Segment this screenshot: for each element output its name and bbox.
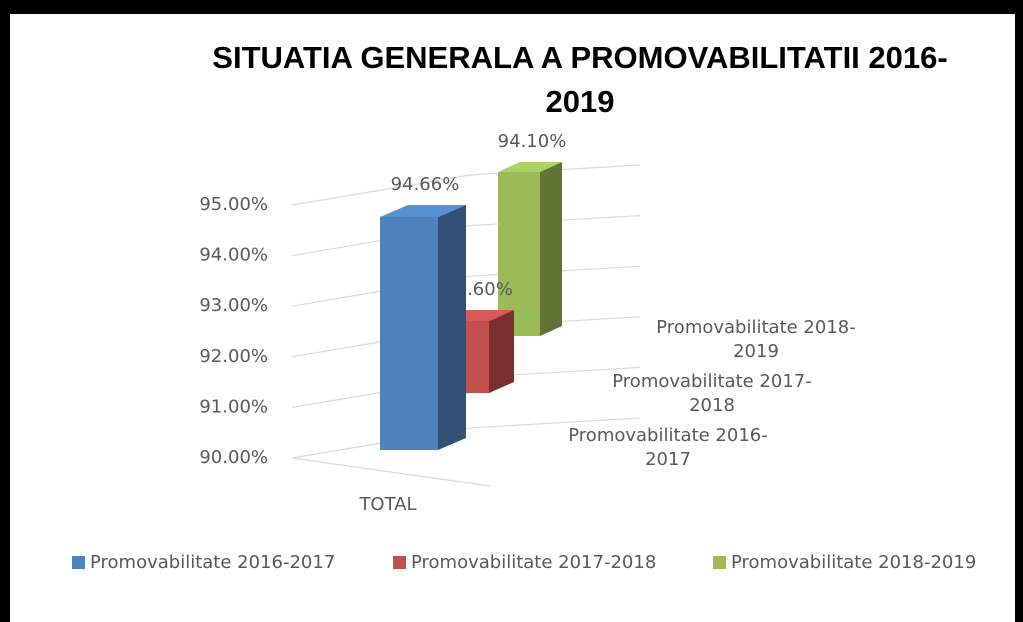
grid-line [291, 164, 641, 206]
grid-line [291, 417, 641, 459]
y-tick-label: 95.00% [199, 194, 268, 215]
data-label: 94.66% [391, 174, 460, 195]
y-tick-label: 92.00% [199, 346, 268, 367]
chart-title: SITUATIA GENERALA A PROMOVABILITATII 201… [212, 40, 948, 119]
bar-side [489, 310, 514, 393]
grid-line [291, 265, 641, 307]
bar [498, 172, 540, 336]
legend-swatch [393, 556, 406, 569]
bar [380, 217, 438, 450]
x-tick-label: TOTAL [358, 494, 416, 515]
legend-label: Promovabilitate 2016-2017 [90, 552, 335, 573]
floor-edge [291, 457, 491, 487]
bar-side [438, 205, 466, 450]
legend-label: Promovabilitate 2017-2018 [411, 552, 656, 573]
bar-top [380, 205, 466, 217]
y-tick-label: 94.00% [199, 245, 268, 266]
depth-axis-label: Promovabilitate 2016-2017 [568, 425, 768, 470]
y-tick-label: 90.00% [199, 447, 268, 468]
bar-top [498, 162, 562, 172]
bar-side [540, 162, 562, 336]
depth-axis-label: Promovabilitate 2017-2018 [612, 371, 812, 416]
y-tick-label: 93.00% [199, 295, 268, 316]
data-label: 94.10% [498, 131, 567, 152]
depth-axis-label: Promovabilitate 2018-2019 [656, 317, 856, 362]
legend-swatch [72, 556, 85, 569]
grid-line [291, 215, 641, 257]
legend-swatch [713, 556, 726, 569]
y-tick-label: 91.00% [199, 396, 268, 417]
legend-label: Promovabilitate 2018-2019 [731, 552, 976, 573]
